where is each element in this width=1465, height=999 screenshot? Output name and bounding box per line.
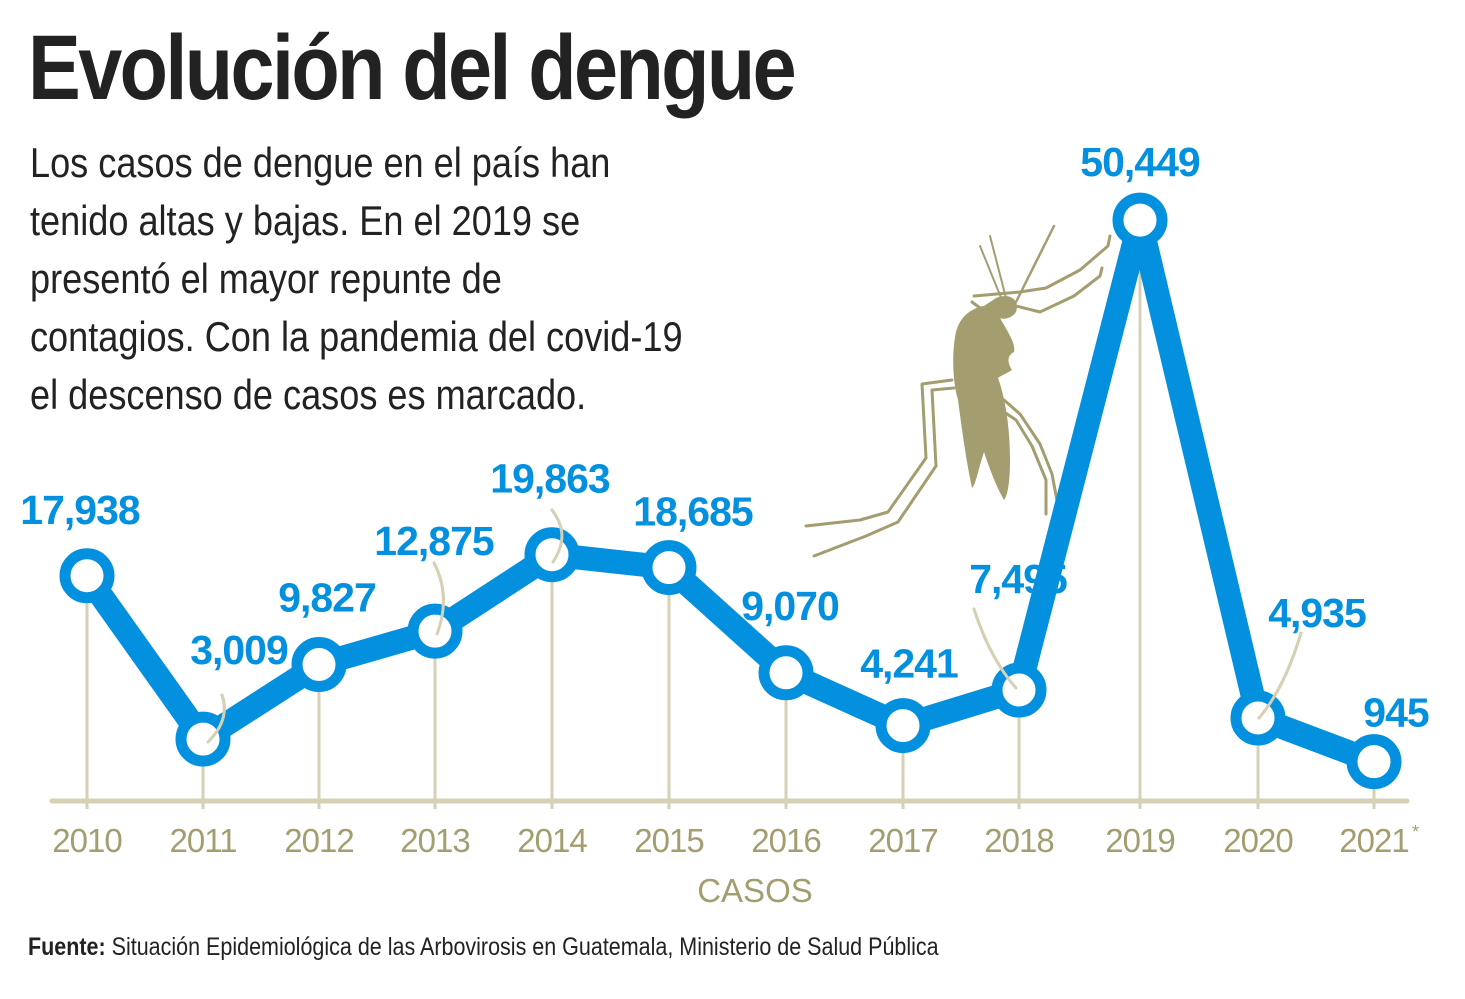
x-tick-label-2020: 2020 <box>1223 822 1293 859</box>
chart-title: Evolución del dengue <box>28 17 797 119</box>
data-point-2017 <box>875 698 931 754</box>
value-label-2018: 7,495 <box>969 556 1067 602</box>
leader-line-overlay <box>1257 631 1303 720</box>
source-note: Fuente: Situación Epidemiológica de las … <box>28 933 939 962</box>
source-text: Situación Epidemiológica de las Arboviro… <box>111 933 939 961</box>
data-point-2014 <box>524 527 580 583</box>
leader-line-overlay <box>206 693 226 744</box>
x-tick-labels: 2010 2011 2012 2013 2014 2015 2016 2017 2018 2019… <box>52 822 1419 859</box>
value-label-2010: 17,938 <box>20 487 140 533</box>
mosquito-leg <box>972 234 1112 298</box>
x-tick-label-2021: 2021 <box>1339 822 1408 859</box>
value-label-2017: 4,241 <box>860 641 958 687</box>
value-label-2021: 945 <box>1363 690 1429 736</box>
chart-subtitle: Los casos de dengue en el país han tenid… <box>30 134 804 424</box>
data-point-2016 <box>758 645 814 701</box>
data-point-2021 <box>1346 734 1402 790</box>
value-label-2020: 4,935 <box>1268 590 1366 636</box>
mosquito-leg <box>812 386 956 558</box>
x-tick-label-2018: 2018 <box>984 822 1053 859</box>
data-point-2019 <box>1112 192 1168 248</box>
x-tick-label-2019: 2019 <box>1105 822 1174 859</box>
subtitle-line: Los casos de dengue en el país han <box>30 139 611 186</box>
mosquito-leg <box>1002 410 1048 516</box>
x-tick-label-2011: 2011 <box>170 822 237 859</box>
data-point-2011 <box>175 711 231 767</box>
value-label-2012: 9,827 <box>278 574 376 620</box>
mosquito-antenna <box>979 245 1003 301</box>
subtitle-line: contagios. Con la pandemia del covid-19 <box>30 313 683 360</box>
data-point-2015 <box>641 540 697 596</box>
x-tick-label-2014: 2014 <box>517 822 587 859</box>
mosquito-body <box>953 295 1017 500</box>
data-point-2012 <box>291 636 347 692</box>
data-point-2013 <box>407 603 463 659</box>
x-tick-label-2010: 2010 <box>52 822 122 859</box>
leader-line-overlay <box>550 508 564 564</box>
mosquito-leg <box>804 378 954 528</box>
value-label-2013: 12,875 <box>374 518 494 564</box>
data-point-2010 <box>59 548 115 604</box>
mosquito-proboscis <box>1012 224 1056 308</box>
value-label-2011: 3,009 <box>190 627 288 673</box>
x-tick-note-2021: * <box>1412 822 1419 842</box>
x-tick-label-2015: 2015 <box>634 822 703 859</box>
mosquito-icon <box>804 224 1112 558</box>
source-label: Fuente: <box>28 933 106 961</box>
subtitle-line: presentó el mayor repunte de <box>30 255 502 302</box>
value-label-2019: 50,449 <box>1080 139 1200 185</box>
leader-line-overlay <box>972 607 1018 690</box>
value-label-2016: 9,070 <box>741 583 839 629</box>
value-label-2015: 18,685 <box>633 489 753 535</box>
subtitle-line: el descenso de casos es marcado. <box>30 371 587 418</box>
mosquito-antenna <box>989 235 1007 299</box>
x-axis-title: CASOS <box>697 872 813 909</box>
x-tick-label-2017: 2017 <box>868 822 937 859</box>
subtitle-line: tenido altas y bajas. En el 2019 se <box>30 197 581 244</box>
mosquito-leg <box>1002 398 1060 508</box>
x-tick-label-2013: 2013 <box>400 822 469 859</box>
x-tick-label-2016: 2016 <box>751 822 820 859</box>
mosquito-leg <box>970 266 1104 314</box>
value-labels: 17,938 3,009 9,827 12,875 19,863 18,685 9,070 4… <box>20 139 1430 744</box>
drop-lines <box>85 220 1376 801</box>
value-label-2014: 19,863 <box>490 456 610 502</box>
leader-line-overlay <box>432 561 445 636</box>
x-tick-label-2012: 2012 <box>284 822 353 859</box>
